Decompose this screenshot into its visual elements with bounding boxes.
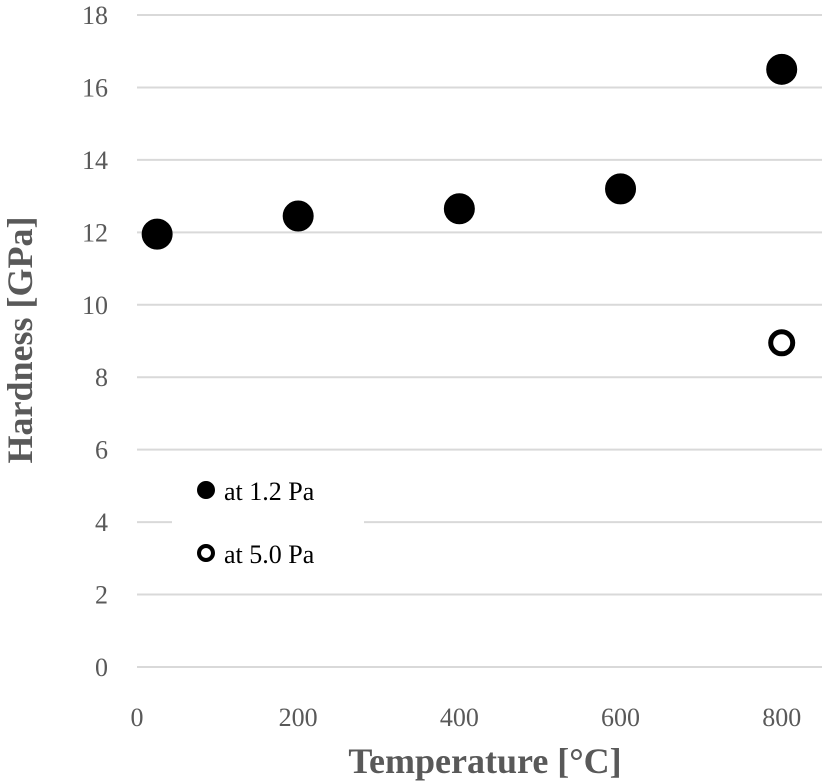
y-tick-label: 0 — [95, 653, 108, 682]
data-point-series-1-4 — [605, 173, 637, 205]
data-point-series-1-2 — [282, 200, 314, 232]
legend-marker-series-1 — [197, 481, 215, 499]
legend-marker-series-2 — [197, 544, 215, 562]
x-axis-title: Temperature [°C] — [348, 741, 621, 781]
x-tick-label: 800 — [762, 703, 801, 732]
y-tick-label: 10 — [82, 291, 108, 320]
y-axis-title: Hardness [GPa] — [0, 217, 40, 464]
data-point-series-1-1 — [141, 218, 173, 250]
x-tick-label: 200 — [279, 703, 318, 732]
data-point-series-1-5 — [766, 53, 798, 85]
data-points — [141, 53, 798, 357]
y-tick-label: 14 — [82, 146, 108, 175]
y-tick-label: 18 — [82, 1, 108, 30]
x-tick-label: 400 — [440, 703, 479, 732]
y-tick-label: 2 — [95, 581, 108, 610]
data-point-series-1-3 — [443, 193, 475, 225]
legend: at 1.2 Pa at 5.0 Pa — [172, 466, 364, 584]
x-tick-label: 0 — [131, 703, 144, 732]
y-tick-label: 4 — [95, 508, 108, 537]
y-tick-label: 16 — [82, 73, 108, 102]
data-point-series-2-1 — [768, 329, 796, 357]
y-tick-label: 12 — [82, 218, 108, 247]
y-tick-label: 8 — [95, 363, 108, 392]
legend-label-series-2: at 5.0 Pa — [224, 540, 315, 569]
x-tick-label: 600 — [601, 703, 640, 732]
legend-label-series-1: at 1.2 Pa — [224, 477, 315, 506]
y-tick-labels: 0 2 4 6 8 10 12 14 16 18 — [82, 1, 108, 682]
x-tick-labels: 0 200 400 600 800 — [131, 703, 802, 732]
y-tick-label: 6 — [95, 436, 108, 465]
